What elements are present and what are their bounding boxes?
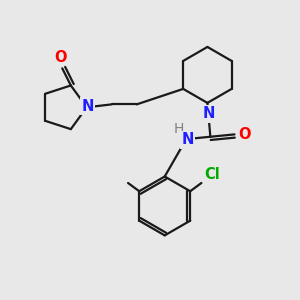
Text: N: N	[81, 99, 94, 114]
Text: Cl: Cl	[204, 167, 220, 182]
Text: O: O	[238, 127, 250, 142]
Text: O: O	[55, 50, 67, 65]
Text: N: N	[203, 106, 215, 122]
Text: H: H	[174, 122, 184, 136]
Text: N: N	[182, 132, 194, 147]
